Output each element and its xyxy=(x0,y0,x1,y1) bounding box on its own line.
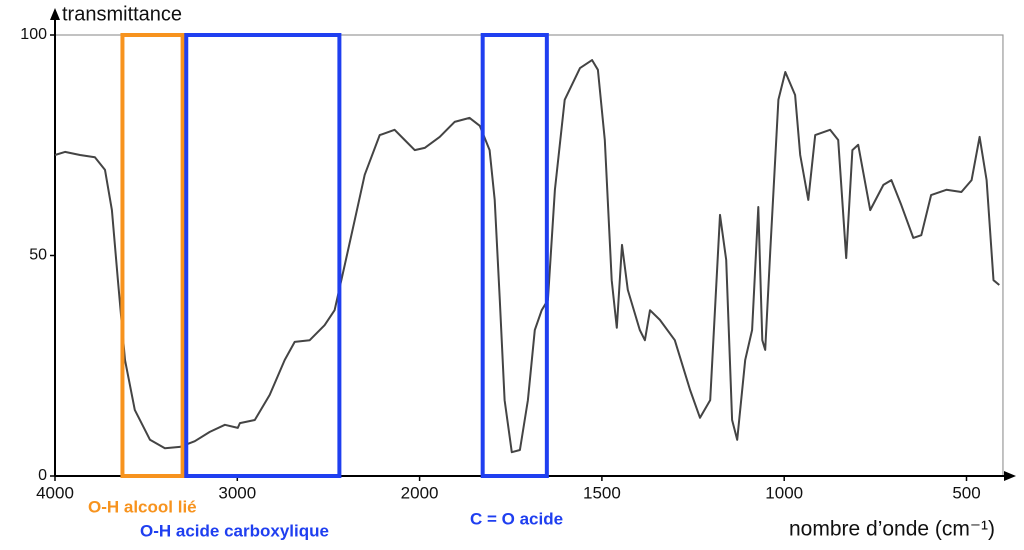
y-axis-arrow xyxy=(50,8,60,20)
x-tick-label: 1000 xyxy=(765,483,803,502)
x-tick-label: 3000 xyxy=(218,483,256,502)
y-tick-label: 50 xyxy=(29,247,47,264)
x-tick-label: 500 xyxy=(952,483,980,502)
y-tick-label: 0 xyxy=(38,467,47,484)
spectrum-line xyxy=(54,59,1000,454)
x-axis-label: nombre d’onde (cm⁻¹) xyxy=(789,518,995,541)
y-axis-label: transmittance xyxy=(62,3,182,25)
plot-frame xyxy=(54,34,1004,477)
annotation-box xyxy=(120,33,185,478)
annotation-label: O-H alcool lié xyxy=(88,497,197,516)
x-axis-arrow xyxy=(1004,471,1016,481)
y-tick-label: 100 xyxy=(20,26,47,43)
x-tick-label: 4000 xyxy=(36,483,74,502)
x-tick-label: 2000 xyxy=(401,483,439,502)
annotation-box xyxy=(184,33,342,478)
annotation-label: C = O acide xyxy=(470,509,563,528)
x-tick-label: 1500 xyxy=(583,483,621,502)
annotation-label: O-H acide carboxylique xyxy=(140,521,329,540)
annotation-box xyxy=(480,33,549,478)
